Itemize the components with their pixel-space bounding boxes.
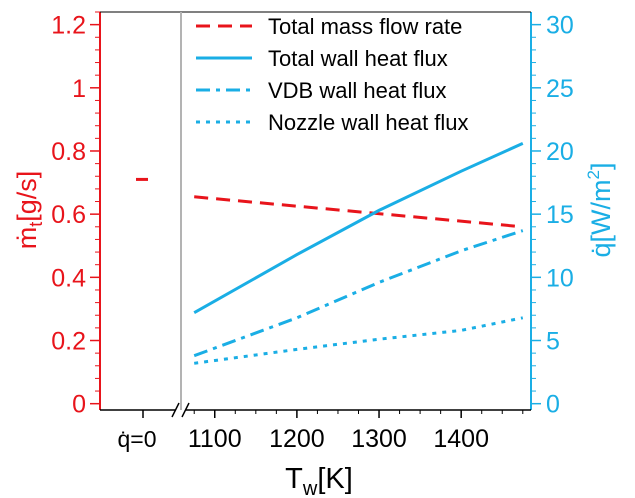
x-axis-label: Tw[K] xyxy=(285,463,353,498)
left-y-tick-label: 0.2 xyxy=(51,328,86,356)
left-y-tick-label: 1 xyxy=(72,75,86,103)
zero-flux-label: q̇=0 xyxy=(117,426,156,452)
right-y-tick-label: 25 xyxy=(546,75,574,103)
x-tick-label: 1400 xyxy=(433,425,489,453)
right-y-tick-label: 15 xyxy=(546,201,574,229)
left-y-axis-label: ṁt[g/s] xyxy=(12,171,46,250)
right-y-tick-label: 5 xyxy=(546,328,560,356)
left-y-tick-label: 0 xyxy=(72,391,86,419)
x-tick-label: 1300 xyxy=(351,425,407,453)
legend-label: Total wall heat flux xyxy=(268,46,448,71)
series-line-2 xyxy=(193,229,524,358)
x-tick-label: 1100 xyxy=(188,425,242,453)
right-y-axis-label: q̇[W/m2] xyxy=(584,163,616,258)
right-y-tick-label: 0 xyxy=(546,391,560,419)
left-y-tick-label: 0.8 xyxy=(51,138,86,166)
legend-label: Nozzle wall heat flux xyxy=(268,110,469,135)
right-y-tick-label: 20 xyxy=(546,138,574,166)
series-line-0 xyxy=(194,195,523,229)
left-y-tick-label: 0.6 xyxy=(51,201,86,229)
right-y-tick-label: 30 xyxy=(546,12,574,40)
right-y-tick-label: 10 xyxy=(546,264,574,292)
left-y-tick-label: 0.4 xyxy=(51,264,86,292)
series-line-1 xyxy=(193,142,524,315)
series-line-3 xyxy=(193,316,524,365)
x-tick-label: 1200 xyxy=(269,425,325,453)
legend: Total mass flow rate Total wall heat flux… xyxy=(196,14,469,135)
axis-break-mark-1 xyxy=(171,402,180,418)
axis-break-mark-2 xyxy=(181,402,190,418)
legend-label: Total mass flow rate xyxy=(268,14,462,39)
legend-label: VDB wall heat flux xyxy=(268,78,447,103)
left-y-tick-label: 1.2 xyxy=(51,12,86,40)
